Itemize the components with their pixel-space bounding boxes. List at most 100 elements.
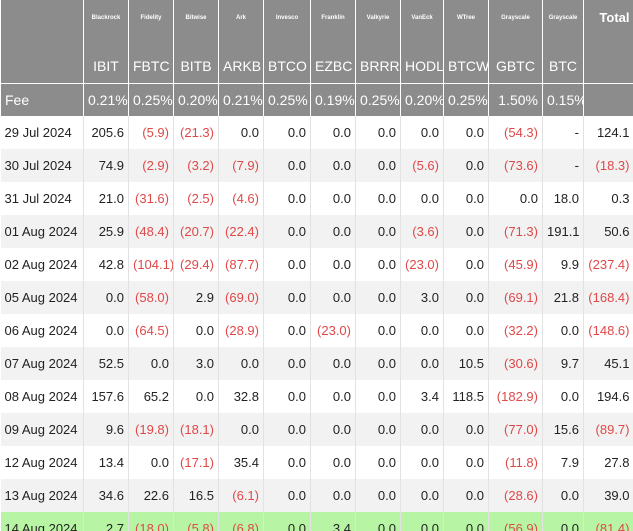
flow-value: (73.6) [488,149,543,182]
flow-value: 0.0 [355,479,401,512]
flow-value: (3.6) [400,215,444,248]
flow-value: 21.8 [542,281,584,314]
ticker: BTCW [443,48,489,84]
flow-value: 0.0 [310,281,356,314]
flow-value: 0.0 [310,149,356,182]
ticker: EZBC [310,48,356,84]
flow-value: (30.6) [488,347,543,380]
flow-value: 9.7 [542,347,584,380]
ticker: BITB [173,48,219,84]
issuer: Grayscale [488,0,543,48]
data-row: 29 Jul 2024 205.6 (5.9) (21.3) 0.0 0.0 0.0 0.0 0… [0,116,633,149]
flow-value: 0.0 [443,116,489,149]
flow-value: 45.1 [583,347,633,380]
flow-value: (81.4) [583,512,633,531]
flow-value: 0.0 [263,248,311,281]
flow-value: 3.4 [310,512,356,531]
ticker: GBTC [488,48,543,84]
fee-value: 0.19% [310,83,356,116]
flow-value: (23.0) [400,248,444,281]
flow-value: 0.0 [542,512,584,531]
fee-value: 0.20% [173,83,219,116]
date: 05 Aug 2024 [0,281,84,314]
flow-value: (6.1) [218,479,264,512]
flow-value: 13.4 [83,446,129,479]
flow-value: (4.6) [218,182,264,215]
flow-value: 0.0 [263,215,311,248]
flow-value: 0.0 [400,182,444,215]
flow-value: (58.0) [128,281,174,314]
flow-value: 0.0 [263,281,311,314]
flow-value: 0.0 [173,380,219,413]
flow-value: 22.6 [128,479,174,512]
issuer: Grayscale [542,0,584,48]
issuer: WTree [443,0,489,48]
flow-value: (21.3) [173,116,219,149]
flow-value: 7.9 [542,446,584,479]
flow-value: (69.1) [488,281,543,314]
flow-value: 0.0 [400,116,444,149]
flow-value: 0.0 [355,413,401,446]
flow-value: 118.5 [443,380,489,413]
flow-value: (18.3) [583,149,633,182]
flow-value: 65.2 [128,380,174,413]
flow-value: (77.0) [488,413,543,446]
flow-value: 124.1 [583,116,633,149]
fee-value: 0.21% [218,83,264,116]
flow-value: 0.0 [263,446,311,479]
flow-value: 0.0 [263,182,311,215]
flow-value: (29.4) [173,248,219,281]
flow-value: 0.0 [443,413,489,446]
flow-value: 0.0 [355,248,401,281]
corner [0,0,84,84]
flow-value: 0.0 [443,512,489,531]
flow-value: 0.0 [310,182,356,215]
flow-value: 0.0 [218,347,264,380]
flow-value: 0.0 [310,116,356,149]
data-row: 30 Jul 2024 74.9 (2.9) (3.2) (7.9) 0.0 0.0 0.0(… [0,149,633,182]
flow-value: (7.9) [218,149,264,182]
issuer-row: Blackrock Fidelity Bitwise Ark Invesco Frankl… [0,0,633,84]
flow-value: 0.0 [263,116,311,149]
fee-label: Fee [0,83,84,116]
flow-value: 0.0 [400,446,444,479]
fee-value: 0.25% [355,83,401,116]
flow-value: 0.0 [443,182,489,215]
flow-value: 0.0 [400,347,444,380]
fee-value: 0.25% [443,83,489,116]
date: 01 Aug 2024 [0,215,84,248]
data-row: 06 Aug 2024 0.0 (64.5) 0.0 (28.9) 0.0 (23.0) 0.… [0,314,633,347]
flow-value: 0.0 [542,380,584,413]
fee-row: Fee 0.21% 0.25% 0.20% 0.21% 0.25% 0.19% 0.25% 0.… [0,83,633,116]
flow-value: (18.1) [173,413,219,446]
issuer: Invesco [263,0,311,48]
flow-value: - [542,116,584,149]
flow-value: 0.0 [263,347,311,380]
flow-value: 0.0 [83,281,129,314]
flow-value: 0.0 [443,479,489,512]
flow-value: 0.0 [443,149,489,182]
fee-total-empty [583,83,633,116]
flow-value: (2.9) [128,149,174,182]
flow-value: 0.0 [310,380,356,413]
data-row: 12 Aug 2024 13.4 0.0 (17.1) 35.4 0.0 0.0 0.0 0.0… [0,446,633,479]
flow-value: (237.4) [583,248,633,281]
fee-value: 0.21% [83,83,129,116]
flow-value: 0.0 [218,116,264,149]
flow-value: 0.0 [128,446,174,479]
flow-value: 0.0 [400,479,444,512]
ticker: BTC [542,48,584,84]
flow-value: (11.8) [488,446,543,479]
flow-value: (71.3) [488,215,543,248]
flow-value: (182.9) [488,380,543,413]
flow-value: (89.7) [583,413,633,446]
fee-value: 0.25% [263,83,311,116]
flow-value: (54.3) [488,116,543,149]
flow-value: 0.0 [443,281,489,314]
ticker: FBTC [128,48,174,84]
ticker: HODL [400,48,444,84]
flow-value: 0.0 [310,215,356,248]
flow-value: (5.8) [173,512,219,531]
